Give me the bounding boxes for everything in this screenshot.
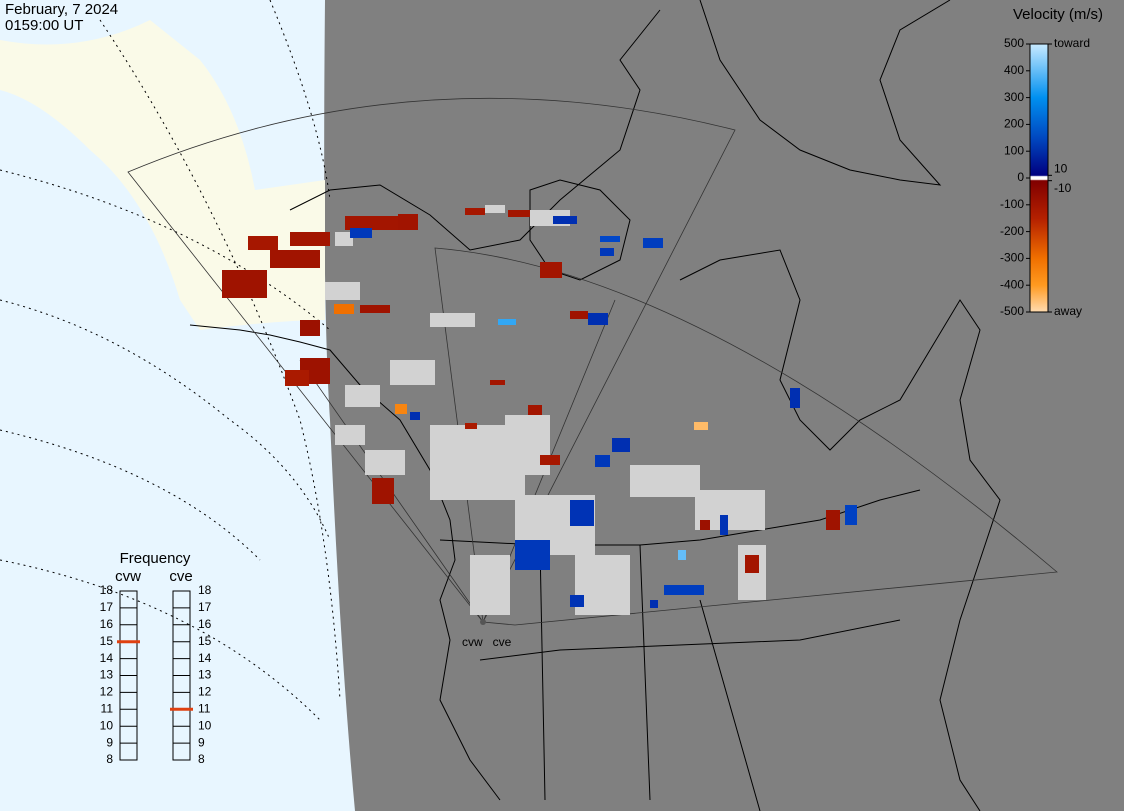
velocity-cell	[694, 422, 708, 430]
frequency-tick-label: 9	[106, 735, 113, 749]
frequency-tick-label: 17	[100, 600, 114, 614]
velocity-cell	[540, 262, 562, 278]
colorbar-tick-label: 300	[1004, 90, 1024, 104]
frequency-radar-name: cvw	[115, 568, 141, 585]
frequency-radar-name: cve	[169, 568, 192, 585]
velocity-cell	[664, 585, 704, 595]
frequency-tick-label: 8	[106, 752, 113, 766]
colorbar-tick-label: 100	[1004, 143, 1024, 157]
velocity-cell	[345, 216, 410, 230]
date: February, 7 2024	[5, 1, 118, 18]
colorbar-fill	[1029, 43, 1049, 313]
velocity-cell	[678, 550, 686, 560]
frequency-tick-label: 18	[198, 583, 212, 597]
frequency-tick-label: 11	[101, 701, 114, 715]
frequency-tick-label: 14	[198, 651, 212, 665]
frequency-tick-label: 12	[198, 685, 212, 699]
velocity-cell	[790, 388, 800, 408]
frequency-tick-label: 13	[198, 668, 212, 682]
velocity-cell	[650, 600, 658, 608]
colorbar-tick-label: 200	[1004, 117, 1024, 131]
velocity-cell	[248, 236, 278, 250]
colorbar-tick-label: -100	[1000, 197, 1024, 211]
velocity-cell	[600, 248, 614, 256]
colorbar-side-label: away	[1054, 304, 1082, 318]
coastlines	[189, 0, 1001, 811]
velocity-cell	[553, 216, 577, 224]
velocity-cell	[588, 313, 608, 325]
frequency-panel: cvw 8 9 10 11 12 13 14 15 16 17 18 cve 8 9 10 11 12 13 14 15…	[100, 568, 212, 766]
frequency-tick-label: 14	[100, 651, 114, 665]
velocity-cell	[845, 505, 857, 525]
frequency-tick-label: 12	[100, 685, 114, 699]
velocity-cell	[515, 540, 550, 570]
velocity-cell	[395, 404, 407, 414]
colorbar: 500 400 300 200 100 0 -100 -200 -300 -400 -500 towa…	[1000, 36, 1090, 318]
colorbar-tick-label: -200	[1000, 224, 1024, 238]
velocity-cell	[540, 455, 560, 465]
velocity-cell	[826, 510, 840, 530]
velocity-cell	[720, 515, 728, 535]
frequency-tick-label: 10	[100, 718, 114, 732]
velocity-cell	[600, 236, 620, 242]
colorbar-side-label: -10	[1054, 181, 1072, 195]
frequency-tick-label: 18	[100, 583, 114, 597]
radar-site	[480, 619, 486, 625]
colorbar-tick-label: 500	[1004, 36, 1024, 50]
velocity-cell	[745, 555, 759, 573]
velocity-cell	[465, 208, 485, 215]
time: 0159:00 UT	[5, 17, 83, 34]
velocity-cell	[643, 238, 663, 248]
frequency-tick-label: 15	[100, 634, 114, 648]
velocity-cell	[300, 320, 320, 336]
colorbar-tick-label: -300	[1000, 251, 1024, 265]
frequency-tick-label: 13	[100, 668, 114, 682]
colorbar-side-label: 10	[1054, 161, 1068, 175]
velocity-cell	[595, 455, 610, 467]
velocity-cell	[398, 214, 418, 230]
day-land	[0, 20, 325, 330]
colorbar-tick-label: 400	[1004, 63, 1024, 77]
velocity-cell	[570, 595, 584, 607]
velocity-cell	[570, 311, 588, 319]
velocity-cell	[700, 520, 710, 530]
radar-label: cvw	[462, 635, 483, 649]
grid	[0, 0, 341, 721]
frequency-tick-label: 10	[198, 718, 212, 732]
frequency-tick-label: 9	[198, 735, 205, 749]
velocity-cell	[350, 228, 372, 238]
velocity-cell	[270, 250, 320, 268]
frequency-tick-label: 16	[100, 617, 114, 631]
colorbar-title: Velocity (m/s)	[1013, 6, 1103, 23]
frequency-tick-label: 16	[198, 617, 212, 631]
ground-scatter	[325, 205, 766, 615]
velocity-cells	[222, 208, 857, 608]
velocity-cell	[508, 210, 530, 217]
velocity-cell	[290, 232, 330, 246]
velocity-cell	[285, 370, 309, 386]
colorbar-side-label: toward	[1054, 36, 1090, 50]
velocity-cell	[490, 380, 505, 385]
velocity-cell	[570, 500, 594, 526]
velocity-cell	[465, 423, 477, 429]
frequency-tick-label: 8	[198, 752, 205, 766]
velocity-cell	[334, 304, 354, 314]
velocity-cell	[222, 270, 267, 298]
colorbar-tick-label: -400	[1000, 277, 1024, 291]
velocity-cell	[410, 412, 420, 420]
velocity-cell	[612, 438, 630, 452]
frequency-title: Frequency	[120, 550, 191, 567]
velocity-cell	[528, 405, 542, 415]
radar-label: cve	[493, 635, 512, 649]
frequency-tick-label: 11	[198, 701, 211, 715]
frequency-tick-label: 15	[198, 634, 212, 648]
frequency-tick-label: 17	[198, 600, 212, 614]
velocity-cell	[498, 319, 516, 325]
velocity-cell	[372, 478, 394, 504]
colorbar-tick-label: -500	[1000, 304, 1024, 318]
velocity-cell	[360, 305, 390, 313]
colorbar-tick-label: 0	[1017, 170, 1024, 184]
